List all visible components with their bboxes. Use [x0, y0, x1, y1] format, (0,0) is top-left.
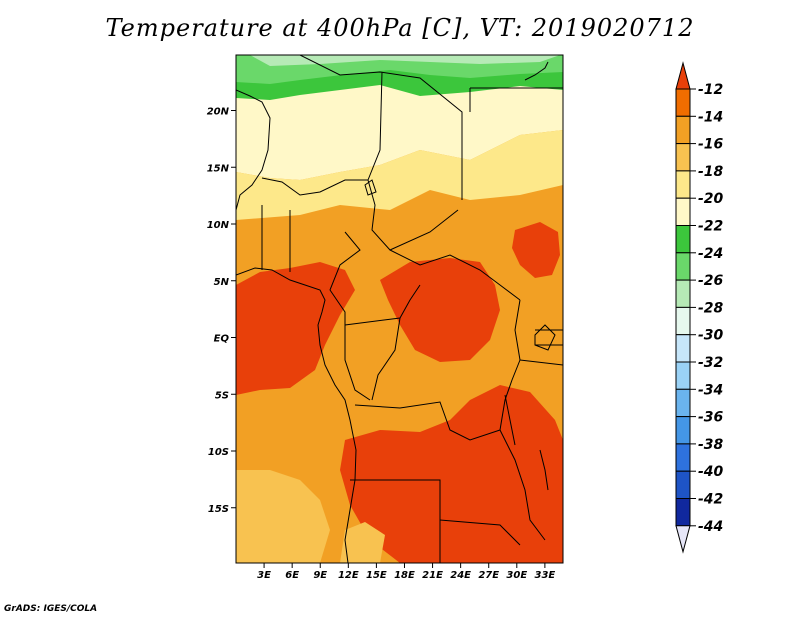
y-tick-label: 15S [208, 504, 229, 515]
lake-tanganyika [504, 394, 516, 446]
colorbar-label: -26 [698, 273, 724, 289]
x-tick-label: 15E [366, 570, 387, 581]
x-axis: 3E 6E 9E 12E 15E 18E 21E 24E 27E 30E 33E [257, 563, 555, 581]
field-yellow [236, 130, 563, 220]
colorbar-label: -42 [698, 492, 723, 508]
colorbar-label: -30 [698, 328, 724, 344]
border-central-5 [371, 317, 401, 401]
colorbar-box [675, 279, 691, 308]
field-core-east [512, 222, 560, 278]
colorbar-box [675, 143, 691, 172]
colorbar-label: -34 [698, 382, 723, 398]
colorbar-box [675, 361, 691, 390]
y-tick-label: 10S [208, 447, 229, 458]
border-east-4 [519, 359, 563, 366]
lake-chad [364, 179, 377, 196]
x-tick-label: 3E [257, 570, 271, 581]
colorbar-box [675, 197, 691, 226]
colorbar-label: -32 [698, 355, 723, 371]
colorbar-box [675, 388, 691, 418]
y-axis: 20N 15N 10N 5N EQ 5S 10S 15S [207, 107, 236, 515]
colorbar-label: -36 [698, 410, 724, 426]
border-west-1 [261, 177, 368, 196]
colorbar-box [675, 334, 691, 363]
colorbar-bottom-triangle [675, 525, 691, 554]
border-south-4 [499, 429, 546, 541]
chart-title: Temperature at 400hPa [C], VT: 201902071… [105, 14, 695, 42]
colorbar-label: -12 [698, 82, 723, 98]
colorbar-label: -24 [698, 246, 723, 262]
field-pale-green [250, 55, 560, 66]
red-sea-coast [524, 61, 549, 81]
x-tick-label: 18E [394, 570, 415, 581]
colorbar-label: -22 [698, 219, 723, 235]
colorbar-label: -20 [698, 191, 724, 207]
border-east-1 [499, 299, 521, 431]
x-tick-label: 6E [285, 570, 299, 581]
map-frame [235, 54, 564, 564]
x-tick-label: 12E [338, 570, 359, 581]
field-core-central [380, 258, 500, 362]
field-light-pocket-south [340, 522, 385, 563]
colorbar-box [675, 225, 691, 254]
colorbar-box [675, 470, 691, 500]
colorbar-box [675, 306, 691, 336]
border-north-2 [367, 71, 459, 251]
country-borders [236, 55, 563, 563]
colorbar-box [675, 416, 691, 445]
border-south-1 [354, 401, 501, 441]
grads-credit: GrADS: IGES/COLA [4, 604, 98, 614]
colorbar-label: -40 [698, 464, 724, 480]
colorbar-label: -16 [698, 137, 724, 153]
colorbar-label: -28 [698, 300, 724, 316]
colorbar-label: -38 [698, 437, 724, 453]
colorbar-label: -14 [698, 109, 723, 125]
colorbar-box [675, 252, 691, 281]
colorbar-top-triangle [675, 61, 691, 90]
y-tick-label: EQ [214, 334, 230, 345]
y-tick-label: 5N [214, 277, 230, 288]
y-tick-label: 20N [207, 107, 230, 118]
colorbar-box [675, 170, 691, 199]
x-tick-label: 33E [535, 570, 556, 581]
border-central-4 [344, 325, 371, 401]
field-core-west-equatorial [236, 262, 355, 395]
colorbar-box [675, 443, 691, 472]
colorbar-box [675, 498, 691, 527]
border-south-3 [439, 519, 521, 546]
y-tick-label: 10N [207, 220, 230, 231]
border-north-1 [299, 55, 463, 200]
lake-malawi [539, 449, 549, 491]
x-tick-label: 21E [422, 570, 443, 581]
border-south-2 [350, 479, 441, 563]
x-tick-label: 27E [478, 570, 499, 581]
y-tick-label: 5S [215, 390, 229, 401]
x-tick-label: 30E [506, 570, 527, 581]
y-tick-label: 15N [207, 163, 230, 174]
coastline-west [236, 89, 271, 211]
border-central-2 [389, 249, 521, 301]
colorbar-label: -18 [698, 164, 724, 180]
border-central-3 [344, 284, 421, 326]
colorbar-box [675, 88, 691, 117]
border-central-1 [329, 231, 361, 325]
field-core-south [340, 385, 563, 563]
lake-victoria [534, 324, 556, 351]
colorbar-box [675, 115, 691, 145]
colorbar-label: -44 [698, 519, 723, 535]
x-tick-label: 24E [450, 570, 471, 581]
colorbar: -12 -14 -16 -18 -20 -22 -24 -26 -28 -30 -32 -34 -36 -… [675, 61, 724, 554]
x-tick-label: 9E [313, 570, 327, 581]
field-light-southwest [236, 470, 330, 563]
temperature-field [236, 55, 563, 563]
